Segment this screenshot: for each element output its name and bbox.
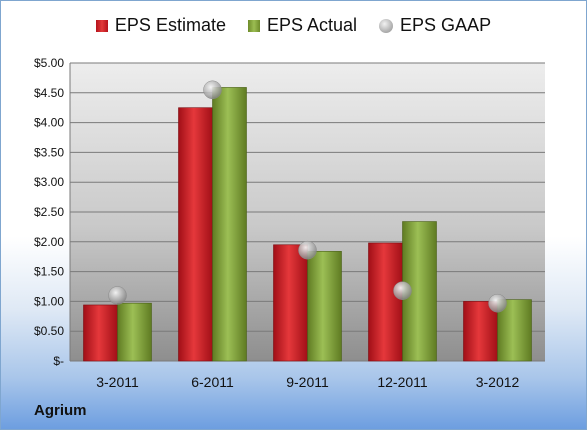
x-axis-ticks: 3-2011 6-2011 9-2011 12-2011 3-2012	[96, 374, 519, 390]
bar-eps-actual	[212, 87, 247, 362]
bar-eps-actual	[117, 302, 152, 362]
bar-eps-estimate	[273, 244, 308, 362]
marker-eps-gaap	[203, 80, 222, 100]
y-tick-label: $3.50	[34, 145, 64, 159]
legend-label-estimate: EPS Estimate	[114, 15, 226, 35]
y-tick-label: $0.50	[34, 324, 64, 338]
marker-eps-gaap	[488, 293, 507, 313]
legend-label-actual: EPS Actual	[266, 15, 358, 35]
bar-eps-actual	[307, 251, 342, 362]
legend-item-actual: EPS Actual	[247, 15, 358, 36]
x-tick-label: 3-2012	[476, 374, 520, 390]
y-tick-label: $1.00	[34, 294, 64, 308]
legend-swatch-estimate	[95, 19, 108, 32]
bar-eps-estimate	[368, 242, 403, 362]
y-tick-label: $5.00	[34, 56, 64, 70]
x-tick-label: 12-2011	[377, 374, 428, 390]
y-tick-label: $2.50	[34, 205, 64, 219]
marker-eps-gaap	[298, 240, 317, 260]
x-tick-label: 9-2011	[286, 374, 329, 390]
x-tick-label: 6-2011	[191, 374, 234, 390]
chart-legend: EPS Estimate EPS Actual EPS GAAP	[1, 15, 586, 36]
y-tick-label: $4.00	[34, 116, 64, 130]
bar-eps-estimate	[178, 107, 213, 362]
y-tick-label: $2.00	[34, 235, 64, 249]
y-tick-label: $1.50	[34, 265, 64, 279]
marker-eps-gaap	[108, 286, 127, 305]
legend-item-gaap: EPS GAAP	[379, 15, 491, 36]
gaap-markers	[108, 80, 507, 313]
y-tick-label: $-	[53, 354, 64, 368]
legend-label-gaap: EPS GAAP	[400, 15, 492, 35]
x-tick-label: 3-2011	[96, 374, 139, 390]
y-axis-ticks: $- $0.50 $1.00 $1.50 $2.00 $2.50 $3.00 $3.50 $4.…	[34, 56, 64, 368]
legend-swatch-gaap	[379, 18, 394, 33]
y-tick-label: $4.50	[34, 86, 64, 100]
bar-eps-estimate	[83, 304, 118, 362]
marker-eps-gaap	[393, 281, 412, 300]
legend-item-estimate: EPS Estimate	[95, 15, 226, 36]
legend-swatch-actual	[247, 19, 260, 32]
company-name: Agrium	[34, 402, 87, 419]
bar-eps-estimate	[463, 301, 498, 362]
bars	[83, 87, 532, 362]
y-tick-label: $3.00	[34, 175, 64, 189]
